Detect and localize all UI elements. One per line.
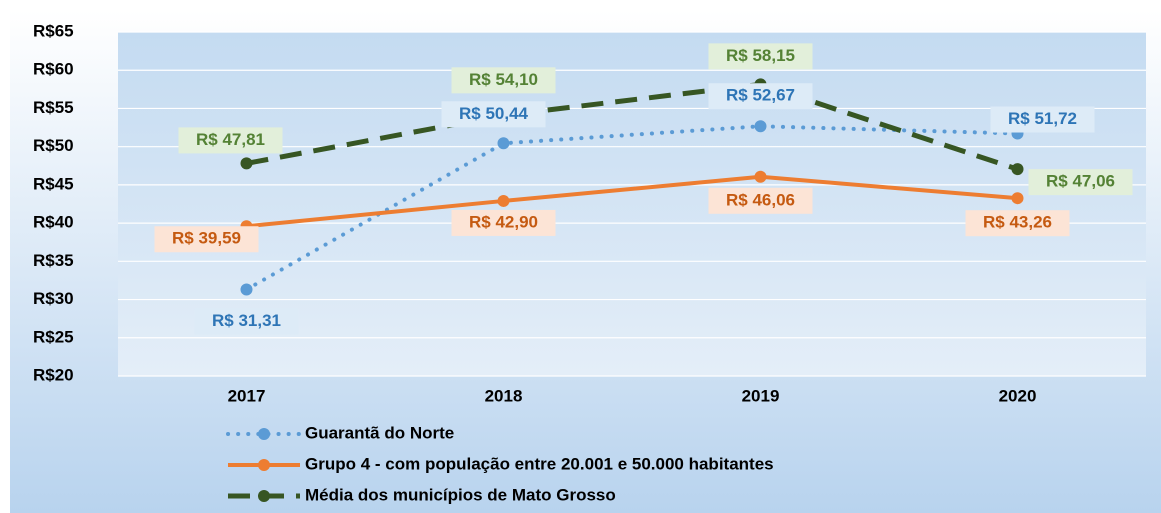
x-tick-label: 2018 <box>485 386 523 405</box>
data-label-bg <box>965 210 1070 237</box>
legend-label: Média dos municípios de Mato Grosso <box>305 485 616 504</box>
y-tick-label: R$50 <box>33 136 74 155</box>
series-line <box>246 81 1019 172</box>
data-label: R$ 51,72 <box>1008 109 1077 128</box>
legend-marker <box>258 490 270 502</box>
data-label-bg <box>990 106 1095 133</box>
legend-marker <box>258 459 270 471</box>
series-line <box>244 124 1020 292</box>
marker <box>754 120 767 133</box>
data-label-bg <box>194 308 299 335</box>
data-label: R$ 47,81 <box>196 130 265 149</box>
data-label-bg <box>708 43 813 70</box>
data-label-bg <box>441 101 546 128</box>
data-label: R$ 31,31 <box>212 311 281 330</box>
y-tick-label: R$60 <box>33 60 74 79</box>
y-tick-label: R$35 <box>33 251 74 270</box>
data-label: R$ 42,90 <box>469 212 538 231</box>
marker <box>240 283 253 296</box>
marker <box>1011 192 1024 205</box>
data-label-bg <box>178 127 283 154</box>
data-label-bg <box>708 83 813 110</box>
marker <box>240 157 253 170</box>
data-label: R$ 58,15 <box>726 46 795 65</box>
legend-label: Guarantã do Norte <box>305 423 454 442</box>
data-label: R$ 39,59 <box>172 229 241 248</box>
data-label-bg <box>451 209 556 236</box>
y-tick-label: R$20 <box>33 365 74 384</box>
x-tick-label: 2019 <box>742 386 780 405</box>
data-label: R$ 54,10 <box>469 70 538 89</box>
y-tick-label: R$30 <box>33 289 74 308</box>
data-label: R$ 52,67 <box>726 86 795 105</box>
x-tick-label: 2017 <box>228 386 266 405</box>
legend-label: Grupo 4 - com população entre 20.001 e 5… <box>305 454 774 473</box>
data-label-bg <box>1028 169 1133 196</box>
y-tick-label: R$65 <box>33 21 74 40</box>
data-label: R$ 43,26 <box>983 213 1052 232</box>
data-label: R$ 47,06 <box>1046 172 1115 191</box>
data-label: R$ 46,06 <box>726 190 795 209</box>
marker <box>497 194 510 207</box>
marker <box>754 170 767 183</box>
y-tick-label: R$25 <box>33 327 74 346</box>
y-tick-label: R$40 <box>33 213 74 232</box>
series-line <box>246 174 1018 229</box>
marker <box>497 137 510 150</box>
y-tick-label: R$45 <box>33 174 74 193</box>
legend-marker <box>258 428 270 440</box>
y-tick-label: R$55 <box>33 98 74 117</box>
marker <box>1011 163 1024 176</box>
data-label-bg <box>708 187 813 214</box>
x-tick-label: 2020 <box>999 386 1037 405</box>
data-label-bg <box>154 226 259 253</box>
data-label-bg <box>451 67 556 94</box>
data-label: R$ 50,44 <box>459 104 529 123</box>
